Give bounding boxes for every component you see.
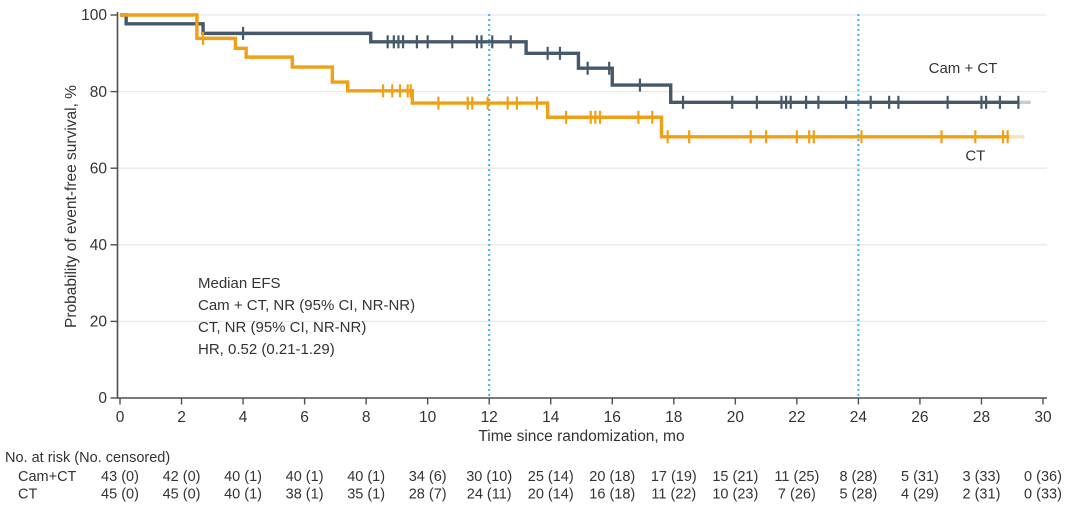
risk-cell-cam-ct-20mo: 15 (21) — [712, 469, 758, 485]
series-label-ct: CT — [965, 148, 985, 165]
risk-cell-cam-ct-10mo: 34 (6) — [409, 469, 447, 485]
risk-cell-cam-ct-6mo: 40 (1) — [286, 469, 324, 485]
y-tick-label-60: 60 — [90, 160, 108, 177]
risk-cell-ct-20mo: 10 (23) — [712, 487, 758, 503]
x-tick-label-26: 26 — [911, 409, 928, 426]
annotation-line-4: HR, 0.52 (0.21-1.29) — [198, 341, 335, 358]
x-tick-label-14: 14 — [542, 409, 560, 426]
risk-cell-ct-4mo: 40 (1) — [224, 487, 262, 503]
x-tick-label-12: 12 — [481, 409, 498, 426]
risk-cell-cam-ct-28mo: 3 (33) — [963, 469, 1001, 485]
risk-cell-cam-ct-0mo: 43 (0) — [101, 469, 139, 485]
risk-cell-ct-10mo: 28 (7) — [409, 487, 447, 503]
risk-cell-cam-ct-8mo: 40 (1) — [347, 469, 385, 485]
risk-cell-ct-30mo: 0 (33) — [1024, 487, 1062, 503]
risk-cell-cam-ct-14mo: 25 (14) — [528, 469, 574, 485]
risk-cell-cam-ct-18mo: 17 (19) — [651, 469, 697, 485]
risk-cell-ct-14mo: 20 (14) — [528, 487, 574, 503]
km-curve-ct — [120, 13, 1010, 139]
x-tick-label-2: 2 — [177, 409, 186, 426]
km-curve-cam-ct — [120, 13, 1019, 105]
x-tick-label-18: 18 — [665, 409, 682, 426]
annotation-line-1: Median EFS — [198, 275, 281, 292]
x-tick-label-16: 16 — [604, 409, 621, 426]
series-label-cam-ct: Cam + CT — [929, 60, 998, 77]
y-axis-title: Probability of event-free survival, % — [63, 85, 80, 328]
risk-cell-cam-ct-2mo: 42 (0) — [163, 469, 201, 485]
risk-cell-ct-2mo: 45 (0) — [163, 487, 201, 503]
x-tick-label-24: 24 — [850, 409, 868, 426]
x-tick-label-4: 4 — [239, 409, 248, 426]
risk-row-label-ct: CT — [18, 487, 37, 503]
risk-cell-cam-ct-26mo: 5 (31) — [901, 469, 939, 485]
y-tick-label-80: 80 — [90, 84, 108, 101]
y-tick-label-0: 0 — [98, 390, 107, 407]
x-tick-label-22: 22 — [788, 409, 805, 426]
y-tick-label-100: 100 — [81, 7, 107, 24]
annotation-line-2: Cam + CT, NR (95% CI, NR-NR) — [198, 297, 415, 314]
x-tick-label-30: 30 — [1034, 409, 1052, 426]
risk-cell-cam-ct-12mo: 30 (10) — [466, 469, 512, 485]
risk-row-label-cam-ct: Cam+CT — [18, 469, 77, 485]
risk-cell-cam-ct-30mo: 0 (36) — [1024, 469, 1062, 485]
risk-cell-ct-6mo: 38 (1) — [286, 487, 324, 503]
risk-cell-ct-22mo: 7 (26) — [778, 487, 816, 503]
risk-cell-ct-0mo: 45 (0) — [101, 487, 139, 503]
y-tick-label-40: 40 — [90, 237, 108, 254]
risk-cell-ct-8mo: 35 (1) — [347, 487, 385, 503]
risk-cell-ct-12mo: 24 (11) — [467, 487, 512, 503]
x-tick-label-10: 10 — [419, 409, 437, 426]
risk-cell-cam-ct-24mo: 8 (28) — [839, 469, 877, 485]
risk-cell-ct-24mo: 5 (28) — [839, 487, 877, 503]
risk-cell-ct-16mo: 16 (18) — [589, 487, 635, 503]
risk-cell-cam-ct-4mo: 40 (1) — [224, 469, 262, 485]
y-tick-label-20: 20 — [90, 314, 108, 331]
x-tick-label-0: 0 — [116, 409, 125, 426]
annotation-line-3: CT, NR (95% CI, NR-NR) — [198, 319, 366, 336]
risk-cell-ct-18mo: 11 (22) — [651, 487, 696, 503]
x-axis-title: Time since randomization, mo — [478, 428, 684, 445]
x-tick-label-6: 6 — [300, 409, 309, 426]
x-tick-label-8: 8 — [362, 409, 371, 426]
x-tick-label-28: 28 — [973, 409, 990, 426]
x-tick-label-20: 20 — [727, 409, 745, 426]
risk-table-title: No. at risk (No. censored) — [5, 450, 170, 466]
risk-cell-ct-28mo: 2 (31) — [963, 487, 1001, 503]
risk-cell-cam-ct-16mo: 20 (18) — [589, 469, 635, 485]
risk-cell-ct-26mo: 4 (29) — [901, 487, 939, 503]
risk-cell-cam-ct-22mo: 11 (25) — [774, 469, 819, 485]
